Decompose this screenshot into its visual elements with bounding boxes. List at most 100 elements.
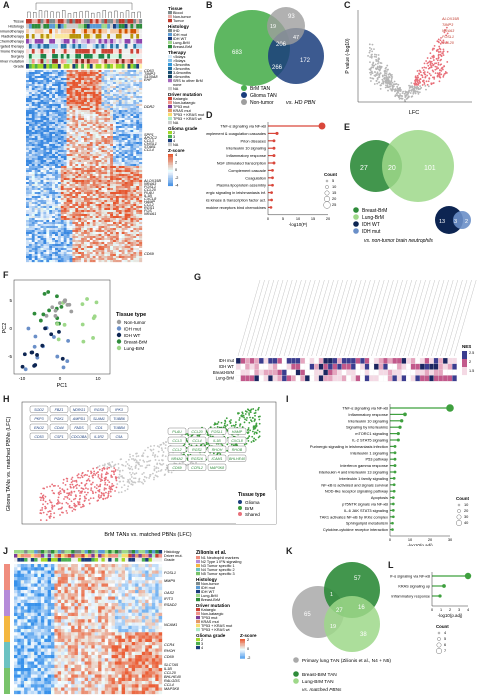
pca-point [50,305,55,310]
enrichment-term: Prion diseases [240,138,266,143]
enrichment-dot [272,154,276,158]
venn-e-count: 20 [388,165,396,172]
venn-e-legend: IDH mut [362,229,381,235]
enrichment-term: Purinergic signaling in leishmaniasis in… [310,444,388,449]
pca-point [69,309,74,314]
venn-b-count: 47 [293,35,299,41]
enrichment-dot [269,206,273,209]
panel-k-venn: 65 57 38 1 16 19 27 Primary lung TAN (Zi… [292,562,391,693]
annotation-row-label: Grade [164,558,175,562]
zscore-tick: 2 [247,638,249,642]
enrichment-term: Nucl. events kinase & transcription fact… [206,198,266,203]
legend-title: Therapy [168,50,186,55]
enrichment-term: Coagulation [245,175,266,180]
pca-point [85,297,89,301]
legend-item: NA [173,87,179,91]
legend-title: Driver mutation [168,92,202,97]
panel-label-b: B [206,0,213,10]
legend-item: TP53 + KRAS wt [173,117,203,121]
legend-item: 3 [173,135,175,139]
annotation-row-label: Chemotherapy [0,40,24,44]
venn-idh-mut [453,211,471,229]
count-legend-title: Count [456,496,469,501]
legend-title: Driver mutation [196,603,230,608]
heatmap-gene-label: BHLHE40 [164,675,182,679]
pca-point [55,294,59,299]
scatter-gene-label: MAP3K8 [210,466,224,470]
legend-item: KRAS mut [201,620,220,624]
venn-k-count: 27 [336,608,343,614]
legend-item: N4 Tumor specific 2 [201,568,235,572]
pca-xlabel: PC1 [57,383,68,389]
legend-item: Non-tumor [173,15,192,19]
count-legend-item: 40 [464,520,469,525]
enrichment-dot [391,496,395,499]
enrichment-dot [391,521,394,525]
enrichment-dot [464,572,472,580]
legend-title: Histology [196,577,217,582]
panel-label-e: E [344,122,351,132]
volcano-gene-label: TIMP3 [442,23,454,27]
enrichment-dot [391,502,395,506]
axis-tick: 20 [428,537,433,542]
venn-k-count: 38 [360,632,367,638]
scatter-gene-label: CCL2 [172,448,181,452]
scatter-gene-label: TUBB4 [113,426,125,430]
legend-item: SRS to other BrM [173,79,203,83]
scatter-xlabel: BrM TANs vs. matched PBNs (LFC) [104,532,191,538]
heatmap-gene-label: HAMP [144,200,155,204]
count-legend-item: 4 [444,631,446,635]
enrichment-term: Interleukin 1 family signaling [339,476,388,481]
panel-d-enrichment: TNF-α signaling via NF-κB Complement & co… [206,122,337,227]
venn-idh-wt [435,206,463,234]
enrichment-dot [272,146,276,150]
scatter-gene-label: ICAM1 [212,457,223,461]
pca-point [43,326,48,331]
legend-title: Tissue [168,6,183,11]
gsea-row-label: IDH mut [219,358,235,363]
axis-tick: 10 [408,537,413,542]
scatter-gene-label: IL1B [213,439,221,443]
enrichment-dot [275,131,279,135]
pca-point [92,314,97,319]
scatter-gene-label: CD69 [172,466,181,470]
heatmap-gene-label: SLC7A5 [164,663,179,667]
venn-k-count: 57 [354,576,361,582]
pca-point [66,338,71,343]
scatter-gene-label: FADS [74,426,84,430]
panel-label-k: K [286,546,293,556]
legend-item: >5days [173,59,185,63]
legend-item: N1 Neutrophil markers [201,556,239,560]
enrichment-term: TNF-α signaling via NF-κB [390,575,430,579]
enrichment-dot [438,594,442,598]
axis-tick: 0 [9,326,12,331]
pca-point [47,308,51,313]
scatter-gene-label: RGS16 [191,457,203,461]
count-legend-item: 7 [444,649,446,653]
pca-point [53,314,58,318]
volcano-ylabel: P value (-log10) [345,38,351,74]
enrichment-term: Interleukin 10 signaling [348,418,388,423]
legend-item: Kataegic [173,97,188,101]
enrichment-dot [270,191,273,194]
pca-point [55,322,60,326]
legend-item: <5days [173,55,185,59]
venn-b-legend: Glioma TAN [250,93,277,99]
enrichment-term: IL-2 STAT5 signaling [352,438,388,443]
scatter-legend-item: BrM [245,506,254,511]
axis-label: -log10(p.adj) [407,543,433,546]
pca-point [61,365,66,370]
legend-item: <3months [173,63,190,67]
scatter-gene-label: CD53 [34,435,43,439]
scatter-gene-label: C5A [116,435,124,439]
pca-legend-item: IDH mut [124,327,142,332]
venn-k-caption: vs. matched PBNs [302,687,342,693]
enrichment-dot [393,470,397,474]
count-legend-item: 5 [332,178,334,183]
enrichment-term: TAK1 activates NF-κB by IKKα complex [320,514,388,519]
annotation-row-label: Targeted therapy [0,45,24,49]
venn-b-caption: vs. HD PBN [286,100,315,106]
annotation-row-label: Histology [8,25,24,29]
volcano-gene-label: CCL20 [442,41,455,45]
pca-point [44,313,49,318]
